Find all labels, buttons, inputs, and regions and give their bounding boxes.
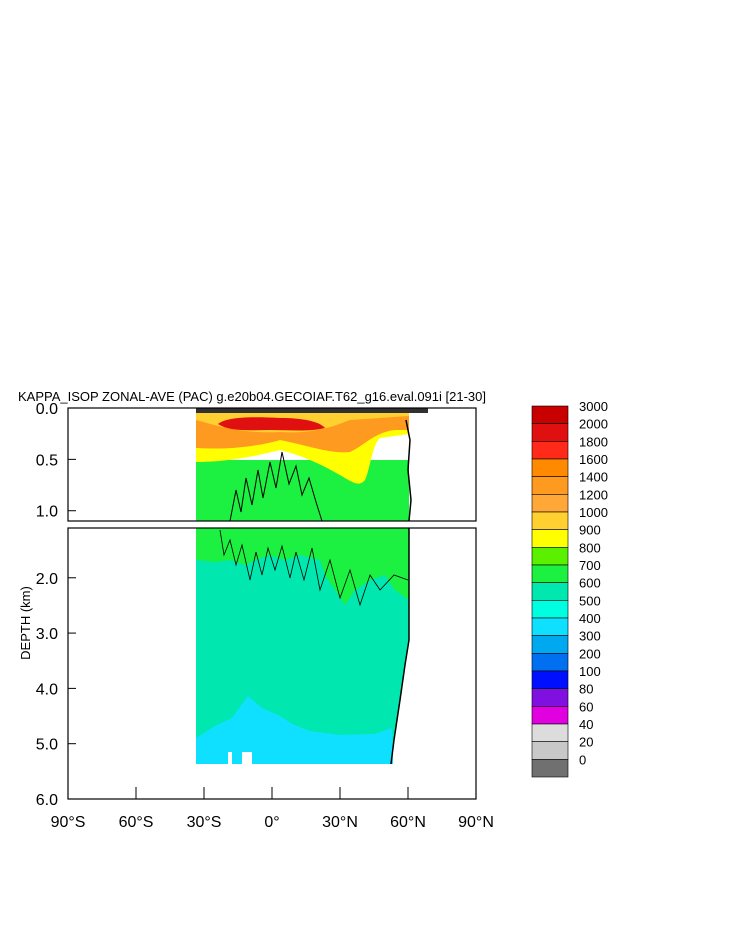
colorbar-swatch-7 — [531, 529, 569, 548]
colorbar-label-14: 200 — [579, 646, 601, 661]
colorbar-label-0: 3000 — [579, 399, 608, 414]
colorbar-swatch-1 — [531, 423, 569, 442]
ocean-core-high — [218, 417, 325, 431]
x-tick-label-2: 30°S — [187, 814, 222, 831]
colorbar-swatch-9 — [531, 564, 569, 583]
y-tick-label-lower-1: 3.0 — [36, 626, 58, 643]
colorbar-swatch-8 — [531, 547, 569, 566]
axis-layer: 90°S 60°S 30°S 0° 30°N 60°N 90°N 0.0 0.5 1.0 2.0 3.… — [36, 401, 494, 831]
colorbar-label-17: 60 — [579, 699, 593, 714]
y-tick-label-upper-2: 1.0 — [36, 504, 58, 521]
colorbar-label-10: 600 — [579, 576, 601, 591]
ocean-boundary-upper — [405, 419, 412, 521]
x-tick-label-4: 30°N — [322, 814, 358, 831]
colorbar-label-15: 100 — [579, 664, 601, 679]
colorbar-label-6: 1000 — [579, 505, 608, 520]
colorbar-label-9: 700 — [579, 558, 601, 573]
colorbar-label-2: 1800 — [579, 434, 608, 449]
colorbar-label-19: 20 — [579, 735, 593, 750]
ocean-surface-band — [196, 408, 428, 413]
upper-panel-frame — [67, 407, 477, 522]
colorbar-swatch-14 — [531, 653, 569, 672]
land-gap-2 — [242, 752, 252, 764]
colorbar-swatch-20 — [531, 759, 569, 778]
colorbar-label-4: 1400 — [579, 470, 608, 485]
colorbar-swatch-15 — [531, 670, 569, 689]
colorbar-swatch-5 — [531, 494, 569, 513]
x-tick-label-3: 0° — [264, 814, 279, 831]
y-tick-label-lower-0: 2.0 — [36, 571, 58, 588]
colorbar-label-5: 1200 — [579, 487, 608, 502]
colorbar-label-13: 300 — [579, 629, 601, 644]
colorbar-swatch-2 — [531, 441, 569, 460]
colorbar-swatch-3 — [531, 458, 569, 477]
x-tick-label-6: 90°N — [458, 814, 494, 831]
y-tick-label-upper-1: 0.5 — [36, 452, 58, 469]
colorbar-swatch-16 — [531, 688, 569, 707]
ocean-band-700-lower — [196, 528, 409, 605]
y-tick-label-lower-2: 4.0 — [36, 681, 58, 698]
colorbar-swatch-13 — [531, 635, 569, 654]
colorbar-label-7: 900 — [579, 523, 601, 538]
colorbar-swatch-0 — [531, 405, 569, 424]
colorbar-label-20: 0 — [579, 752, 586, 767]
colorbar-swatch-4 — [531, 476, 569, 495]
ocean-contour-lower — [219, 529, 409, 607]
y-tick-label-lower-3: 5.0 — [36, 737, 58, 754]
colorbar-label-8: 800 — [579, 540, 601, 555]
upper-panel — [196, 408, 428, 521]
colorbar-swatch-19 — [531, 741, 569, 760]
colorbar-swatch-6 — [531, 511, 569, 530]
x-tick-label-0: 90°S — [51, 814, 86, 831]
colorbar-label-16: 80 — [579, 682, 593, 697]
colorbar-swatch-12 — [531, 617, 569, 636]
colorbar: 3000200018001600140012001000900800700600… — [531, 399, 608, 778]
colorbar-label-1: 2000 — [579, 417, 608, 432]
colorbar-label-11: 500 — [579, 593, 601, 608]
colorbar-swatch-18 — [531, 723, 569, 742]
colorbar-swatch-11 — [531, 600, 569, 619]
colorbar-swatch-17 — [531, 706, 569, 725]
x-tick-label-1: 60°S — [119, 814, 154, 831]
ocean-band-500 — [196, 696, 393, 764]
colorbar-swatch-10 — [531, 582, 569, 601]
land-gap-1 — [228, 752, 232, 764]
colorbar-label-12: 400 — [579, 611, 601, 626]
ocean-boundary-lower — [390, 528, 410, 765]
y-axis-label: DEPTH (km) — [18, 586, 33, 660]
y-tick-label-lower-4: 6.0 — [36, 792, 58, 809]
ocean-band-700-upper — [196, 460, 409, 521]
colorbar-label-3: 1600 — [579, 452, 608, 467]
ocean-deep-noise-upper — [229, 451, 323, 521]
chart-title: KAPPA_ISOP ZONAL-AVE (PAC) g.e20b04.GECO… — [18, 389, 486, 404]
lower-panel — [196, 528, 410, 765]
y-tick-label-upper-0: 0.0 — [36, 401, 58, 418]
colorbar-label-18: 40 — [579, 717, 593, 732]
x-tick-label-5: 60°N — [390, 814, 426, 831]
